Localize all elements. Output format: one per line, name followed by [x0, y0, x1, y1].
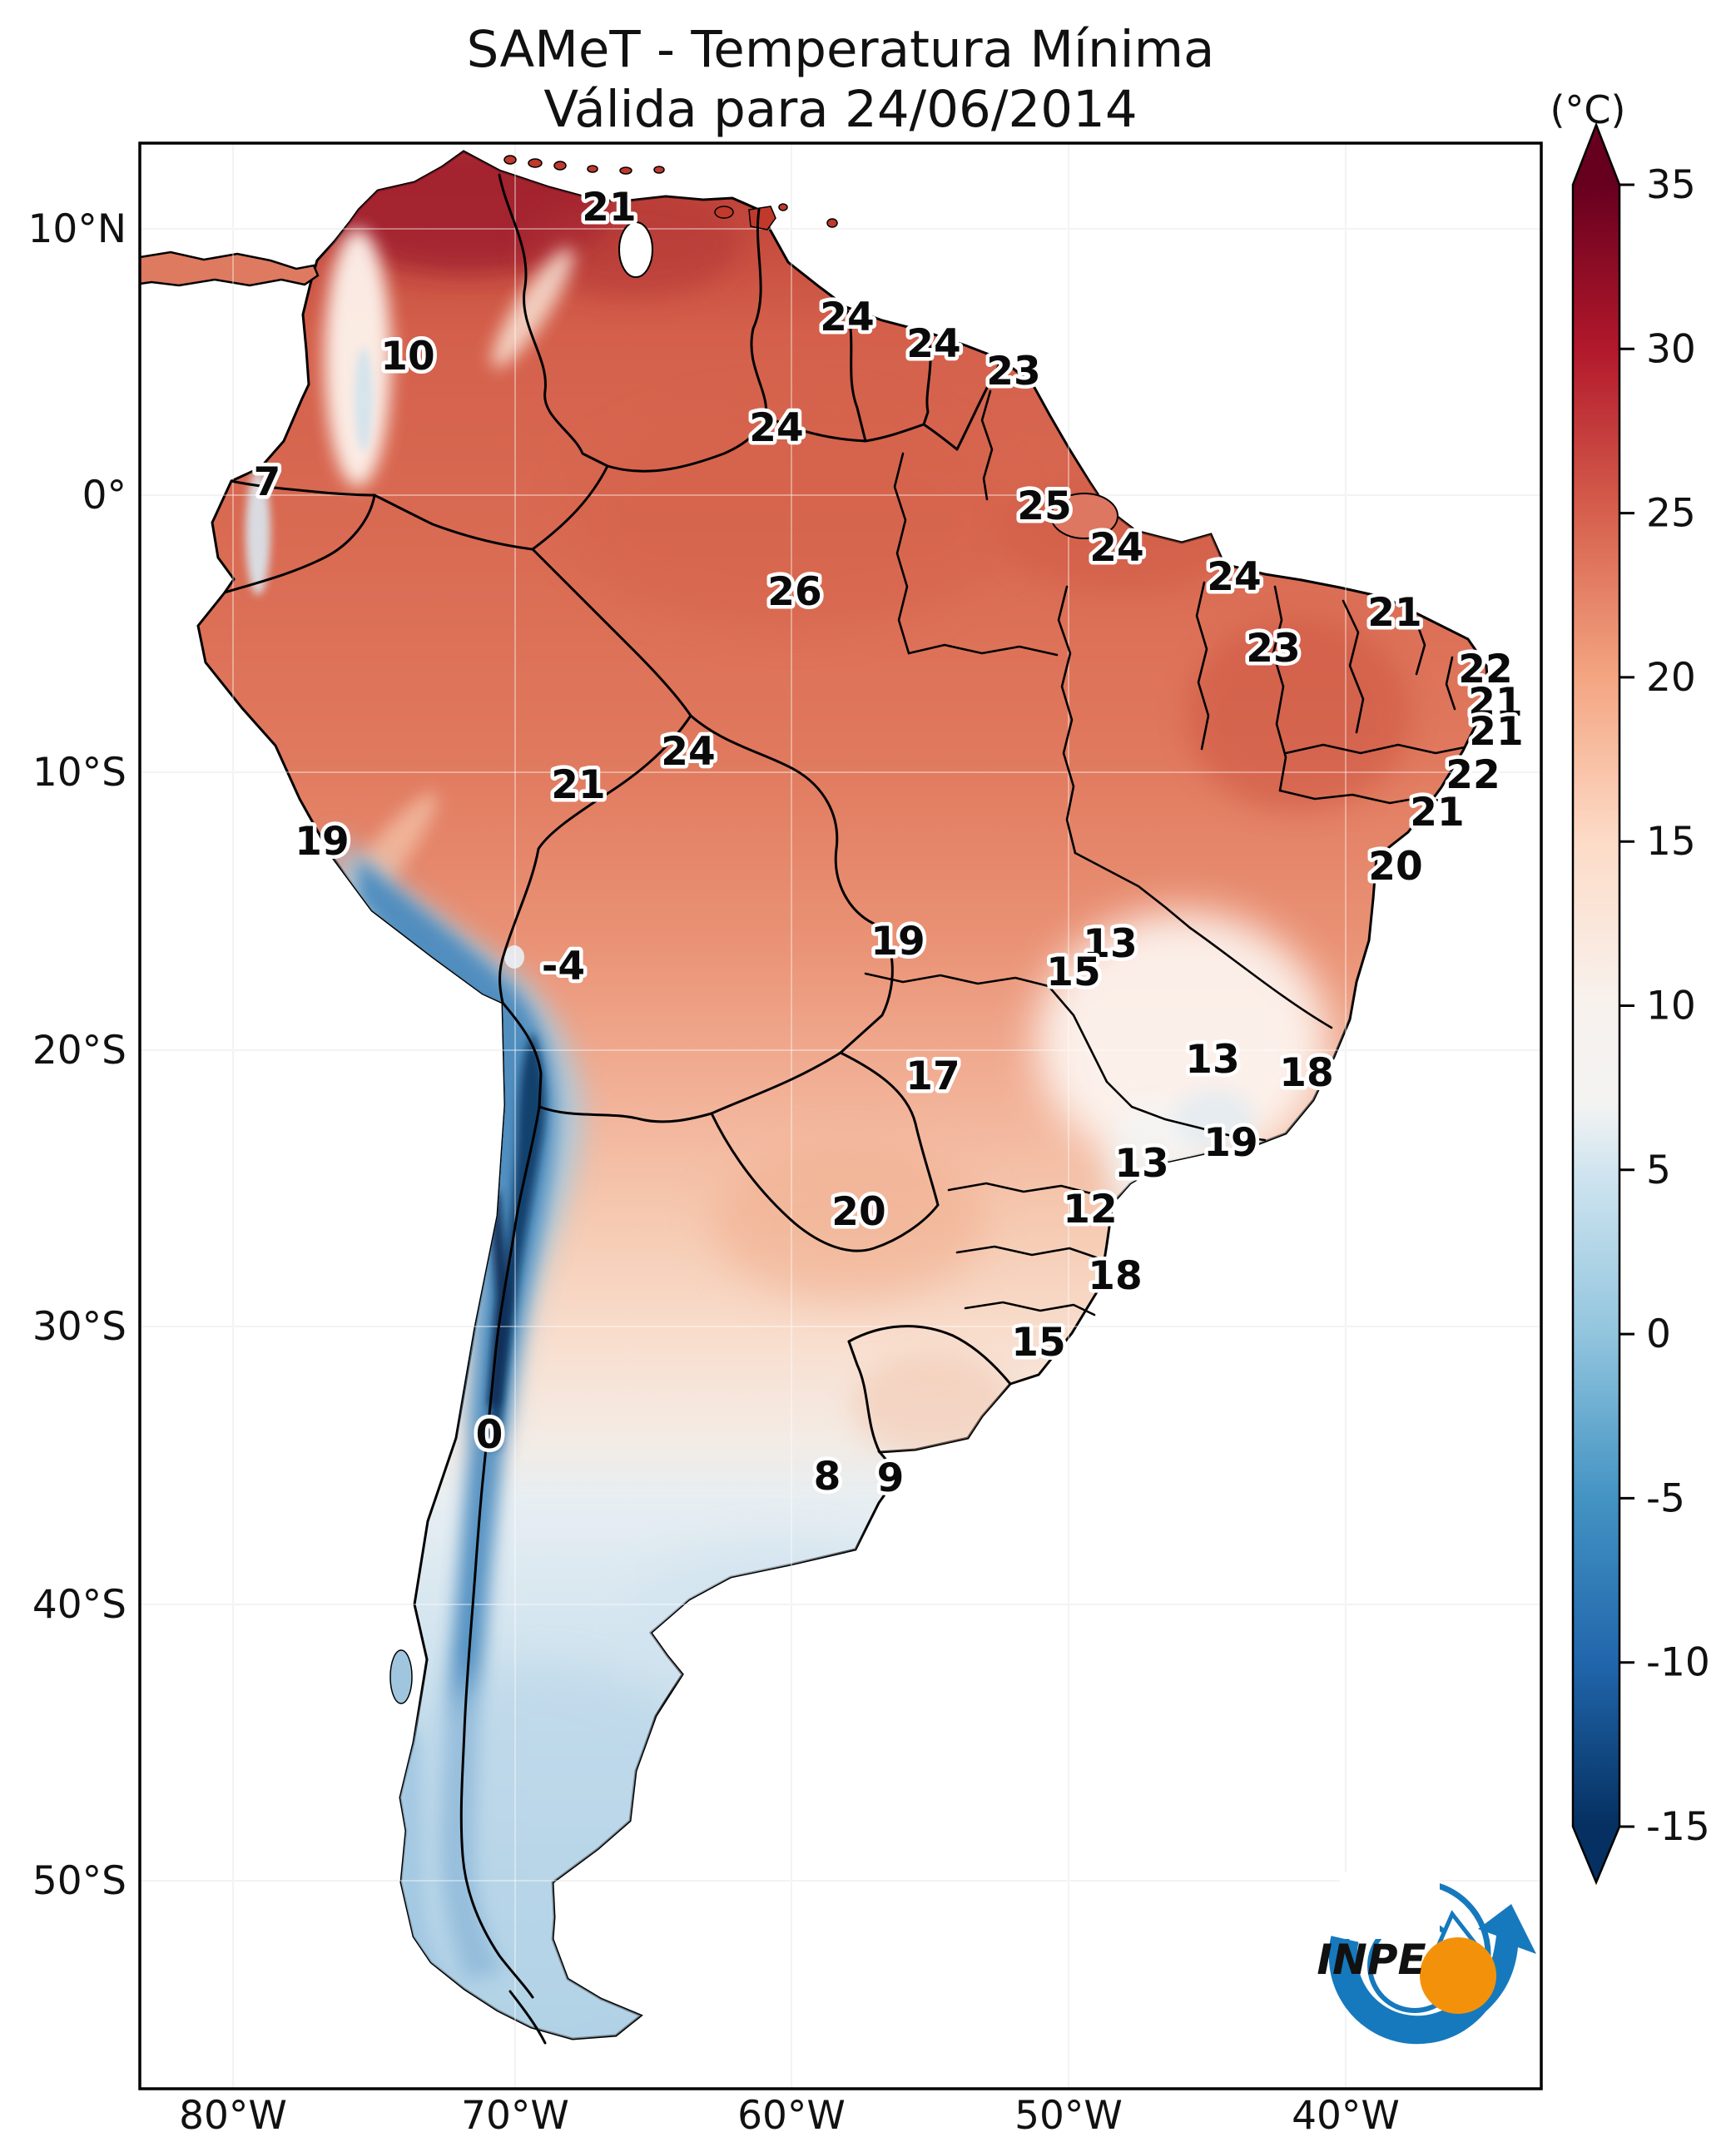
inpe-logo: INPE	[1317, 1872, 1536, 2045]
country-borders	[223, 173, 1012, 2045]
latitude-tick-label: 20°S	[32, 1028, 126, 1074]
temperature-label: 21	[582, 185, 636, 231]
temperature-label: 7	[254, 459, 281, 505]
temperature-label: 19	[1203, 1120, 1257, 1166]
temperature-label: 21	[1469, 709, 1523, 755]
temperature-label: 21	[1468, 680, 1522, 726]
colorbar-tick-label: 10	[1646, 984, 1696, 1029]
latitude-tick-label: 40°S	[32, 1582, 126, 1628]
islands	[389, 155, 1118, 1704]
colorbar-tick-label: 15	[1646, 819, 1696, 865]
temperature-label: 24	[820, 295, 874, 340]
colorbar: 35 30 25 20 15 10 5 0 -5 -10 -15 (°C)	[1550, 87, 1710, 1886]
panama-landstrip	[138, 250, 320, 287]
temperature-label: 23	[1246, 626, 1300, 672]
temperature-label: 10	[380, 334, 434, 379]
temperature-label: 25	[1017, 483, 1071, 529]
temperature-label: 24	[906, 321, 960, 367]
logo-orange-dot-icon	[1420, 1937, 1496, 2014]
colorbar-tick-label: -15	[1646, 1804, 1710, 1850]
temperature-label: 12	[1063, 1187, 1117, 1232]
longitude-tick-label: 80°W	[179, 2093, 287, 2139]
lake-maracaibo	[618, 221, 653, 278]
temperature-label: 21	[1367, 590, 1421, 636]
logo-text: INPE	[1317, 1936, 1426, 1984]
colorbar-tick-label: -10	[1646, 1640, 1710, 1686]
temperature-label: 23	[986, 349, 1040, 394]
temperature-label: 15	[1011, 1320, 1065, 1366]
temperature-label: 19	[295, 819, 349, 865]
colorbar-unit-label: (°C)	[1550, 87, 1625, 132]
temperature-label: 17	[905, 1054, 960, 1099]
temperature-label: 20	[1368, 844, 1422, 890]
longitude-axis-labels: 80°W 70°W 60°W 50°W 40°W	[179, 2093, 1400, 2139]
colorbar-tick-label: 0	[1646, 1312, 1671, 1357]
latitude-tick-label: 10°N	[28, 206, 126, 252]
temperature-label: 22	[1446, 752, 1500, 798]
latitude-axis-labels: 10°N 0° 10°S 20°S 30°S 40°S 50°S	[28, 206, 126, 1904]
longitude-tick-label: 70°W	[461, 2093, 569, 2139]
colorbar-tick-label: 5	[1646, 1148, 1671, 1193]
temperature-label: 24	[661, 729, 715, 775]
temperature-label: 24	[1089, 525, 1143, 571]
temperature-label: 0	[476, 1412, 503, 1458]
temperature-label: 13	[1185, 1037, 1239, 1083]
temperature-label: 21	[551, 762, 605, 808]
temperature-label: 18	[1088, 1253, 1142, 1299]
temperature-label: 9	[877, 1455, 905, 1501]
temperature-label: 21	[1410, 790, 1464, 836]
temperature-label: -4	[542, 944, 585, 989]
longitude-tick-label: 60°W	[737, 2093, 846, 2139]
colorbar-ticks: 35 30 25 20 15 10 5 0 -5 -10 -15	[1619, 162, 1710, 1850]
graticule-overlay	[140, 143, 1541, 2089]
temperature-label: 22	[1458, 647, 1512, 692]
colorbar-over-arrow	[1573, 125, 1619, 185]
temperature-label: 24	[1207, 554, 1261, 600]
map-subtitle: Válida para 24/06/2014	[543, 80, 1137, 139]
colorbar-tick-label: 20	[1646, 655, 1696, 701]
map-title: SAMeT - Temperatura Mínima	[467, 20, 1215, 79]
temperature-label: 18	[1279, 1050, 1333, 1096]
temperature-label: 24	[749, 405, 803, 451]
state-borders	[864, 389, 1466, 1316]
temperature-label: 20	[831, 1189, 885, 1235]
latitude-tick-label: 50°S	[32, 1858, 126, 1904]
latitude-tick-label: 30°S	[32, 1304, 126, 1350]
temperature-label: 8	[814, 1454, 841, 1500]
temperature-label: 26	[767, 569, 821, 615]
colorbar-tick-label: 25	[1646, 491, 1696, 537]
colorbar-tick-label: -5	[1646, 1475, 1685, 1521]
longitude-tick-label: 50°W	[1014, 2093, 1123, 2139]
colorbar-tick-label: 35	[1646, 162, 1696, 208]
map-frame	[138, 141, 1543, 2090]
latitude-tick-label: 10°S	[32, 750, 126, 796]
colorbar-under-arrow	[1573, 1827, 1619, 1882]
temperature-label: 19	[870, 919, 925, 964]
latitude-tick-label: 0°	[82, 473, 126, 518]
temperature-label: 15	[1046, 950, 1100, 995]
temperature-label: 13	[1114, 1141, 1168, 1187]
colorbar-tick-label: 30	[1646, 326, 1696, 372]
longitude-tick-label: 40°W	[1292, 2093, 1400, 2139]
temperature-label: 13	[1083, 921, 1137, 967]
